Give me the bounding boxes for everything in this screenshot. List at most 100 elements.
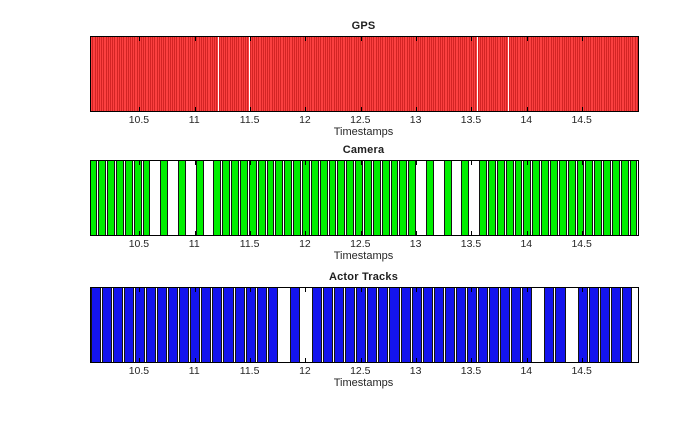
event-bar (378, 288, 389, 362)
event-bar (369, 37, 372, 111)
event-bar (315, 37, 319, 111)
event-bar (435, 37, 438, 111)
event-bar (500, 288, 511, 362)
tick-mark (305, 288, 307, 292)
x-tick-label: 12 (299, 238, 311, 250)
event-bar (178, 161, 186, 235)
event-bar (293, 161, 301, 235)
event-bar (611, 161, 620, 235)
event-bar (443, 161, 452, 235)
event-bar (256, 288, 267, 362)
x-tick-label: 13.5 (460, 365, 482, 377)
event-bar (415, 37, 418, 111)
x-tick-label: 13.5 (460, 114, 482, 126)
event-bar (103, 37, 106, 111)
tick-mark (305, 37, 307, 41)
event-bar (157, 288, 168, 362)
event-bar (337, 161, 346, 235)
event-bar (402, 37, 405, 111)
event-bar (257, 161, 266, 235)
tick-mark (194, 231, 196, 235)
event-bar (344, 37, 347, 111)
event-bar (568, 37, 571, 111)
tick-mark (194, 161, 196, 165)
event-bar (156, 37, 159, 111)
event-bar (311, 37, 314, 111)
event-bar (519, 37, 522, 111)
event-bar (191, 37, 195, 111)
event-bar (275, 161, 284, 235)
event-bar (160, 161, 169, 235)
event-bar (549, 161, 558, 235)
x-tick-label: 12.5 (350, 238, 371, 250)
event-bar (238, 37, 241, 111)
x-axis-label: Timestamps (333, 126, 394, 138)
event-bar (426, 37, 429, 111)
event-bar (517, 37, 520, 111)
event-bar (524, 37, 527, 111)
event-bar (413, 37, 416, 111)
tick-mark (305, 107, 307, 111)
event-bar (496, 161, 505, 235)
event-bar (393, 37, 396, 111)
event-bar (572, 37, 575, 111)
event-bar (371, 37, 374, 111)
event-bar (309, 37, 312, 111)
event-bar (291, 37, 294, 111)
x-axis-label: Timestamps (333, 250, 394, 262)
tick-mark (194, 288, 196, 292)
event-bar (129, 37, 133, 111)
tick-mark (250, 37, 252, 41)
event-bar (91, 37, 93, 111)
event-bar (400, 288, 411, 362)
x-tick-label: 14.5 (571, 114, 592, 126)
tick-mark (416, 107, 418, 111)
event-bar (479, 161, 487, 235)
tick-mark (250, 288, 252, 292)
tick-mark (305, 231, 307, 235)
event-bar (610, 288, 621, 362)
event-bar (289, 37, 292, 111)
event-bar (583, 37, 586, 111)
event-bar (603, 161, 611, 235)
event-bar (143, 37, 146, 111)
tick-mark (360, 288, 362, 292)
event-bar (400, 37, 403, 111)
event-bar (245, 288, 256, 362)
event-bar (424, 37, 427, 111)
event-bar (189, 37, 192, 111)
event-bar (499, 37, 502, 111)
event-bar (118, 37, 122, 111)
event-bar (200, 37, 203, 111)
event-bar (530, 37, 533, 111)
event-bar (628, 37, 631, 111)
event-bar (442, 37, 445, 111)
event-bar (431, 37, 434, 111)
event-bar (612, 37, 615, 111)
event-bar (262, 37, 265, 111)
tick-mark (526, 288, 528, 292)
x-tick-label: 12.5 (350, 114, 371, 126)
event-bar (382, 37, 385, 111)
event-bar (548, 37, 551, 111)
event-bar (145, 288, 157, 362)
event-bar (464, 37, 467, 111)
event-bar (293, 37, 296, 111)
event-bar (563, 37, 567, 111)
event-bar (163, 37, 166, 111)
event-bar (134, 37, 137, 111)
event-bar (116, 161, 124, 235)
event-bar (124, 161, 133, 235)
event-bar (284, 161, 293, 235)
event-bar (585, 37, 589, 111)
event-bar (223, 288, 234, 362)
event-bar (419, 37, 423, 111)
event-bar (497, 37, 500, 111)
event-bar (198, 37, 201, 111)
event-bar (603, 37, 606, 111)
event-bar (168, 288, 179, 362)
tick-mark (360, 161, 362, 165)
event-bar (345, 288, 356, 362)
event-bar (116, 37, 119, 111)
event-bar (179, 288, 190, 362)
